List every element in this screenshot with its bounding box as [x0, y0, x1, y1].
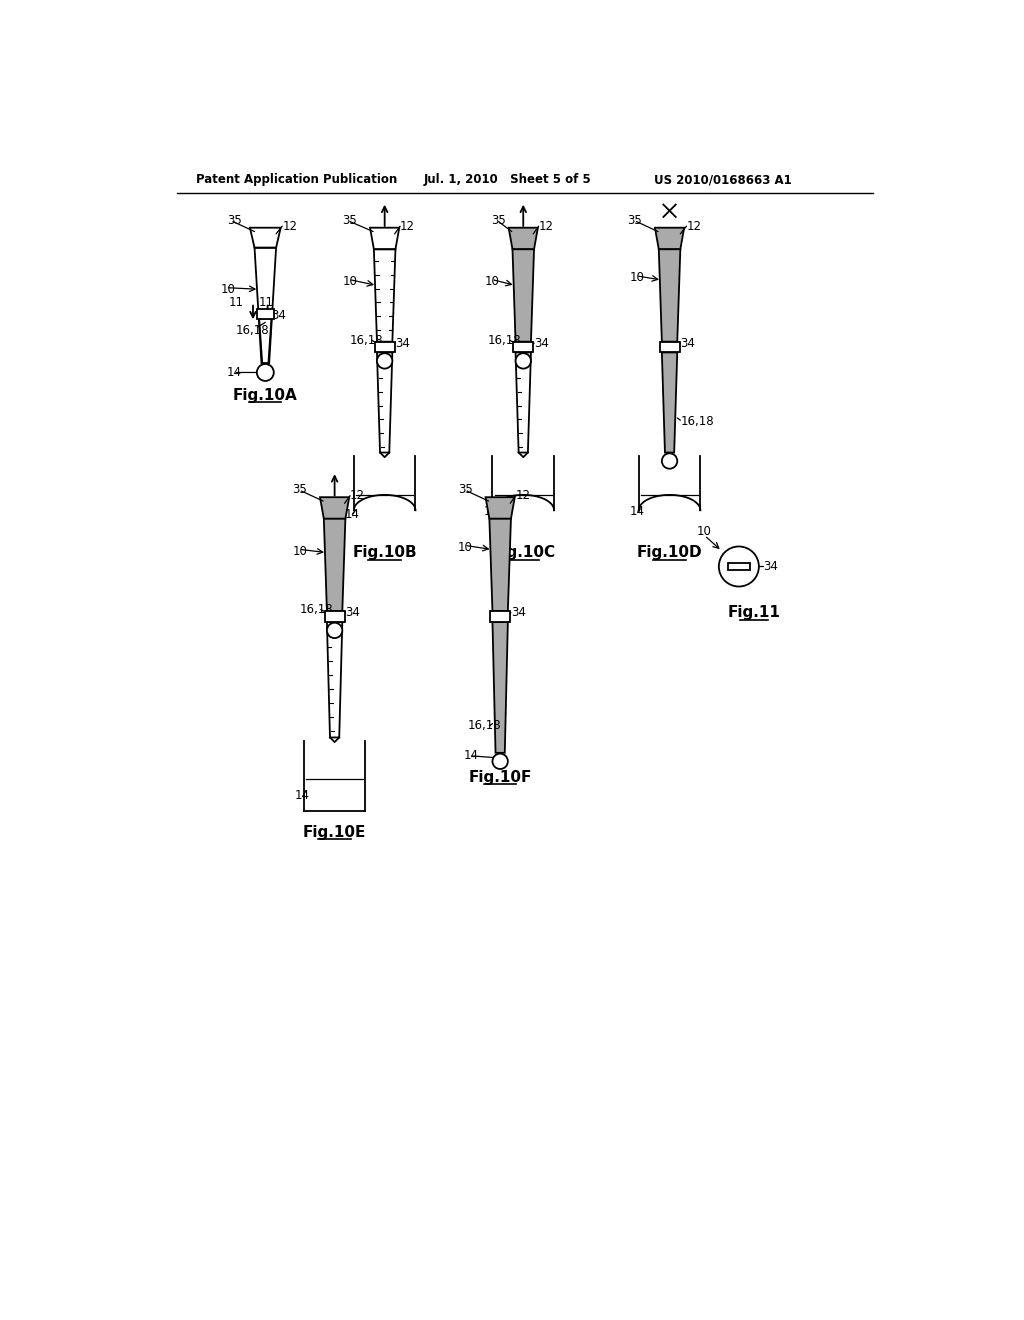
- Polygon shape: [319, 498, 349, 519]
- Text: 16,18: 16,18: [237, 323, 269, 337]
- Text: Jul. 1, 2010   Sheet 5 of 5: Jul. 1, 2010 Sheet 5 of 5: [423, 173, 591, 186]
- Text: 14: 14: [463, 750, 478, 763]
- Text: 35: 35: [628, 214, 642, 227]
- Bar: [490, 611, 510, 622]
- Text: 10: 10: [696, 525, 712, 539]
- Text: 10: 10: [458, 541, 473, 554]
- Text: 34: 34: [345, 606, 360, 619]
- Polygon shape: [512, 249, 535, 342]
- Text: 10: 10: [292, 545, 307, 557]
- Circle shape: [662, 453, 677, 469]
- Circle shape: [327, 623, 342, 638]
- Circle shape: [257, 364, 273, 381]
- Text: Fig.10B: Fig.10B: [352, 545, 417, 560]
- Text: Patent Application Publication: Patent Application Publication: [196, 173, 397, 186]
- Bar: [513, 342, 534, 352]
- Polygon shape: [493, 622, 508, 752]
- Circle shape: [493, 754, 508, 770]
- Text: 12: 12: [515, 490, 530, 502]
- Bar: [728, 562, 750, 570]
- Circle shape: [515, 354, 531, 368]
- Text: 14: 14: [295, 788, 309, 801]
- Bar: [325, 611, 345, 622]
- Text: 35: 35: [342, 214, 357, 227]
- Bar: [257, 309, 273, 318]
- Text: 10: 10: [630, 271, 644, 284]
- Text: 35: 35: [458, 483, 472, 496]
- Text: 12: 12: [350, 490, 365, 502]
- Text: 16,18: 16,18: [299, 603, 333, 616]
- Text: Fig.10A: Fig.10A: [232, 388, 298, 403]
- Polygon shape: [485, 498, 515, 519]
- Polygon shape: [324, 519, 345, 611]
- Text: 11: 11: [259, 296, 274, 309]
- Text: 14: 14: [483, 506, 499, 519]
- Text: 12: 12: [539, 219, 554, 232]
- Text: 34: 34: [680, 337, 695, 350]
- Polygon shape: [662, 352, 677, 453]
- Text: 34: 34: [395, 337, 411, 350]
- Text: 16,18: 16,18: [468, 719, 502, 733]
- Text: 34: 34: [511, 606, 525, 619]
- Text: Fig.10C: Fig.10C: [492, 545, 555, 560]
- Text: 16,18: 16,18: [350, 334, 384, 347]
- Polygon shape: [489, 519, 511, 611]
- Text: Fig.10D: Fig.10D: [637, 545, 702, 560]
- Text: 14: 14: [630, 506, 644, 519]
- Polygon shape: [658, 249, 680, 342]
- Text: 16,18: 16,18: [487, 334, 521, 347]
- Bar: [375, 342, 394, 352]
- Text: 34: 34: [764, 560, 778, 573]
- Text: 34: 34: [535, 337, 549, 350]
- Text: US 2010/0168663 A1: US 2010/0168663 A1: [654, 173, 792, 186]
- Text: Fig.10F: Fig.10F: [468, 770, 531, 785]
- Text: 35: 35: [490, 214, 506, 227]
- Text: 16,18: 16,18: [680, 416, 714, 428]
- Text: 35: 35: [292, 483, 307, 496]
- Text: 11: 11: [228, 296, 244, 309]
- Text: 14: 14: [345, 508, 359, 520]
- Circle shape: [377, 354, 392, 368]
- Text: Fig.10E: Fig.10E: [303, 825, 367, 840]
- Text: Fig.11: Fig.11: [728, 605, 780, 620]
- Text: 12: 12: [686, 219, 701, 232]
- Text: 34: 34: [271, 309, 287, 322]
- Text: 10: 10: [342, 275, 357, 288]
- Text: 10: 10: [220, 282, 236, 296]
- Circle shape: [719, 546, 759, 586]
- Text: 10: 10: [484, 275, 500, 288]
- Bar: [659, 342, 680, 352]
- Text: 12: 12: [283, 219, 297, 232]
- Text: 14: 14: [226, 366, 242, 379]
- Text: 35: 35: [226, 214, 242, 227]
- Text: 12: 12: [400, 219, 415, 232]
- Polygon shape: [655, 227, 684, 249]
- Polygon shape: [509, 227, 538, 249]
